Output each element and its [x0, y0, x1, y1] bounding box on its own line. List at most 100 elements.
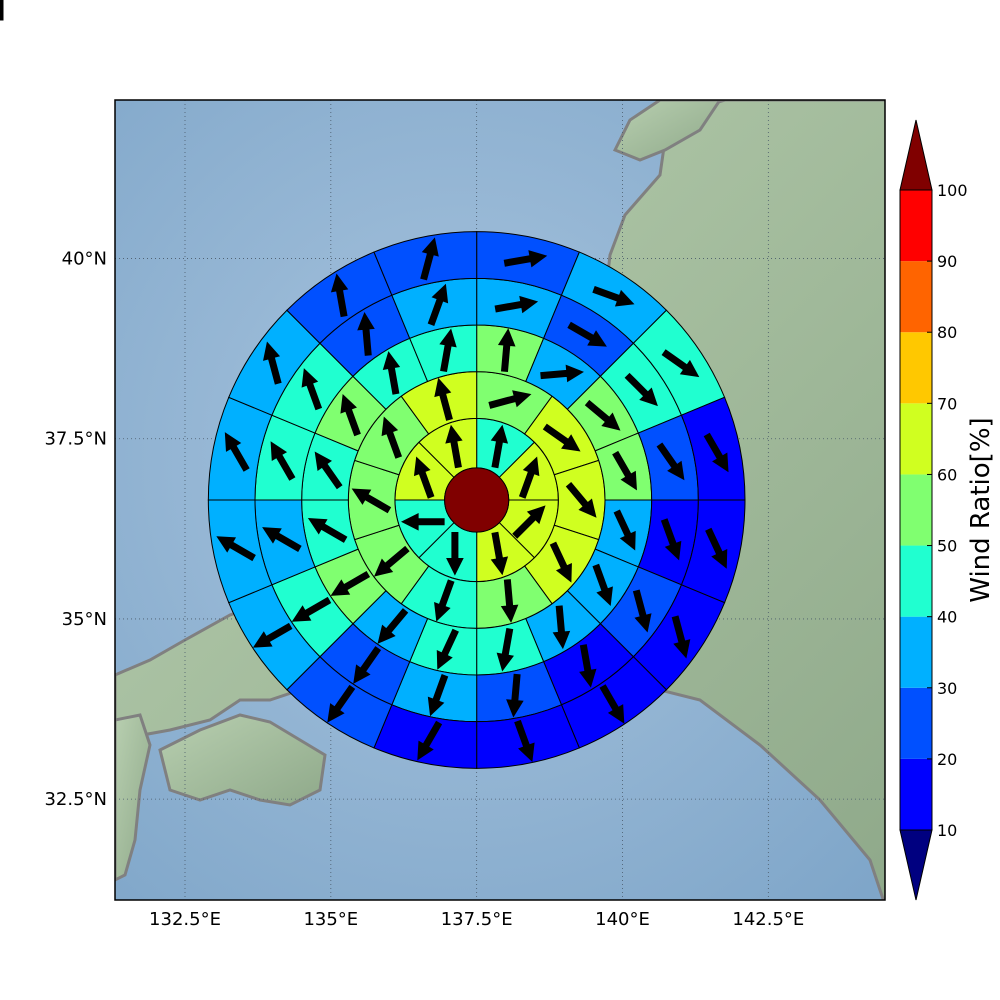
- rose-center: [444, 467, 510, 533]
- x-tick-label: 132.5°E: [149, 909, 221, 930]
- wind-arrow-r4-s10: [252, 622, 293, 648]
- wind-arrow-r2-s14: [382, 351, 401, 395]
- wind-arrow-r4-s6: [599, 684, 625, 724]
- wind-arrow-r0-s1: [518, 456, 540, 499]
- land-kyushu: [115, 713, 152, 882]
- colorbar-tick-label: 50: [937, 537, 957, 556]
- wind-arrow-r3-s0: [494, 295, 539, 314]
- wind-arrow-r2-s5: [592, 563, 613, 606]
- colorbar-tick-label: 30: [937, 679, 957, 698]
- map-frame: [0, 0, 886, 901]
- colorbar-segment-8: [900, 190, 932, 262]
- wind-arrow-r4-s12: [224, 432, 250, 472]
- colorbar-tick-label: 10: [937, 821, 957, 840]
- colorbar: 10 20 30 40 50 60 70 80 90 100 Wind Ratio[%]: [899, 119, 996, 901]
- colorbar-tick-label: 80: [937, 323, 957, 342]
- colorbar-segment-7: [900, 261, 932, 333]
- colorbar-segment-6: [900, 332, 932, 404]
- wind-arrow-r1-s7: [351, 488, 392, 514]
- wind-arrow-r3-s12: [270, 441, 296, 481]
- wind-arrow-r2-s1: [540, 364, 584, 383]
- wind-arrow-r3-s3: [656, 442, 685, 481]
- land-hokkaido: [612, 100, 722, 162]
- wind-arrow-r3-s8: [427, 674, 449, 717]
- wind-arrow-r5-s15: [0, 0, 4, 21]
- wind-arrow-r1-s8: [381, 416, 403, 459]
- wind-arrow-r2-s7: [496, 627, 514, 672]
- wind-arrow-r0-s5: [401, 512, 445, 531]
- wind-arrow-r2-s11: [307, 518, 348, 543]
- wind-arrow-r2-s3: [612, 450, 637, 491]
- wind-arrow-r1-s9: [434, 377, 453, 421]
- wind-arrow-r2-s9: [377, 608, 409, 644]
- wind-arrow-r0-s3: [490, 531, 509, 576]
- x-tick-label: 137.5°E: [441, 909, 513, 930]
- wind-arrow-r3-s15: [427, 283, 449, 326]
- wind-arrow-r2-s12: [314, 451, 343, 490]
- wind-arrow-r3-s2: [624, 372, 658, 407]
- x-tick-label: 140°E: [595, 909, 650, 930]
- wind-arrow-r4-s15: [420, 237, 439, 281]
- colorbar-segment-0: [900, 758, 932, 830]
- y-tick-label: 35°N: [62, 609, 107, 630]
- wind-arrow-r3-s7: [506, 673, 524, 718]
- wind-arrow-r2-s0: [497, 328, 516, 372]
- wind-arrow-r4-s5: [671, 615, 691, 659]
- wind-arrow-r2-s15: [439, 328, 457, 373]
- wind-arrow-r4-s11: [216, 536, 256, 562]
- colorbar-tick-label: 60: [937, 465, 957, 484]
- colorbar-tick-label: 100: [937, 181, 968, 200]
- colorbar-segment-3: [900, 545, 932, 617]
- colorbar-segment-1: [900, 687, 932, 759]
- wind-arrow-r3-s10: [291, 596, 332, 622]
- wind-arrow-r2-s10: [330, 570, 371, 596]
- wind-arrow-r3-s1: [567, 321, 607, 347]
- colorbar-label: Wind Ratio[%]: [966, 417, 996, 602]
- wind-arrow-r2-s4: [613, 509, 636, 551]
- wind-arrow-r4-s3: [703, 432, 729, 473]
- wind-arrows: [0, 0, 729, 763]
- colorbar-segment-5: [900, 403, 932, 475]
- colorbar-segment-4: [900, 474, 932, 546]
- wind-arrow-r2-s2: [584, 399, 621, 431]
- map-border: [114, 99, 886, 901]
- wind-arrow-r1-s3: [549, 541, 572, 583]
- colorbar-tick-label: 40: [937, 608, 957, 627]
- wind-arrow-r4-s8: [417, 720, 443, 761]
- colorbar-tick-label: 90: [937, 252, 957, 271]
- y-axis-ticks: 32.5°N 35°N 37.5°N 40°N: [44, 249, 107, 811]
- colorbar-segment-2: [900, 616, 932, 688]
- y-tick-label: 37.5°N: [44, 429, 107, 450]
- wind-arrow-r4-s1: [592, 285, 635, 307]
- wind-arrow-r2-s13: [340, 394, 361, 437]
- wind-arrow-r3-s6: [579, 644, 597, 688]
- wind-arrow-r4-s13: [263, 341, 282, 385]
- x-tick-label: 135°E: [303, 909, 358, 930]
- wind-arrow-r4-s4: [705, 527, 728, 569]
- wind-arrow-r2-s6: [552, 605, 571, 650]
- colorbar-tick-label: 70: [937, 394, 957, 413]
- wind-arrow-r3-s5: [632, 589, 652, 633]
- wind-arrow-r3-s9: [353, 646, 382, 684]
- wind-arrow-r0-s2: [512, 505, 546, 539]
- wind-arrow-r1-s2: [565, 482, 597, 518]
- wind-arrow-r2-s8: [436, 628, 459, 670]
- wind-rose: [207, 231, 746, 769]
- wind-arrow-r4-s9: [327, 684, 356, 723]
- wind-arrow-r3-s14: [357, 312, 375, 356]
- wind-arrow-r3-s11: [262, 527, 302, 552]
- wind-arrow-r4-s0: [503, 250, 548, 268]
- colorbar-under-triangle: [899, 829, 933, 901]
- wind-arrow-r0-s6: [413, 456, 435, 499]
- wind-arrow-r0-s4: [446, 532, 464, 576]
- wind-arrow-r4-s7: [514, 719, 535, 763]
- wind-arrow-r3-s13: [301, 368, 323, 411]
- colorbar-border: [899, 189, 933, 831]
- colorbar-over-triangle: [899, 119, 933, 191]
- wind-arrow-r1-s5: [434, 579, 455, 622]
- x-tick-label: 142.5°E: [732, 909, 804, 930]
- y-tick-label: 40°N: [62, 249, 107, 270]
- wind-arrow-r1-s0: [488, 390, 532, 409]
- wind-arrow-r0-s0: [490, 424, 509, 469]
